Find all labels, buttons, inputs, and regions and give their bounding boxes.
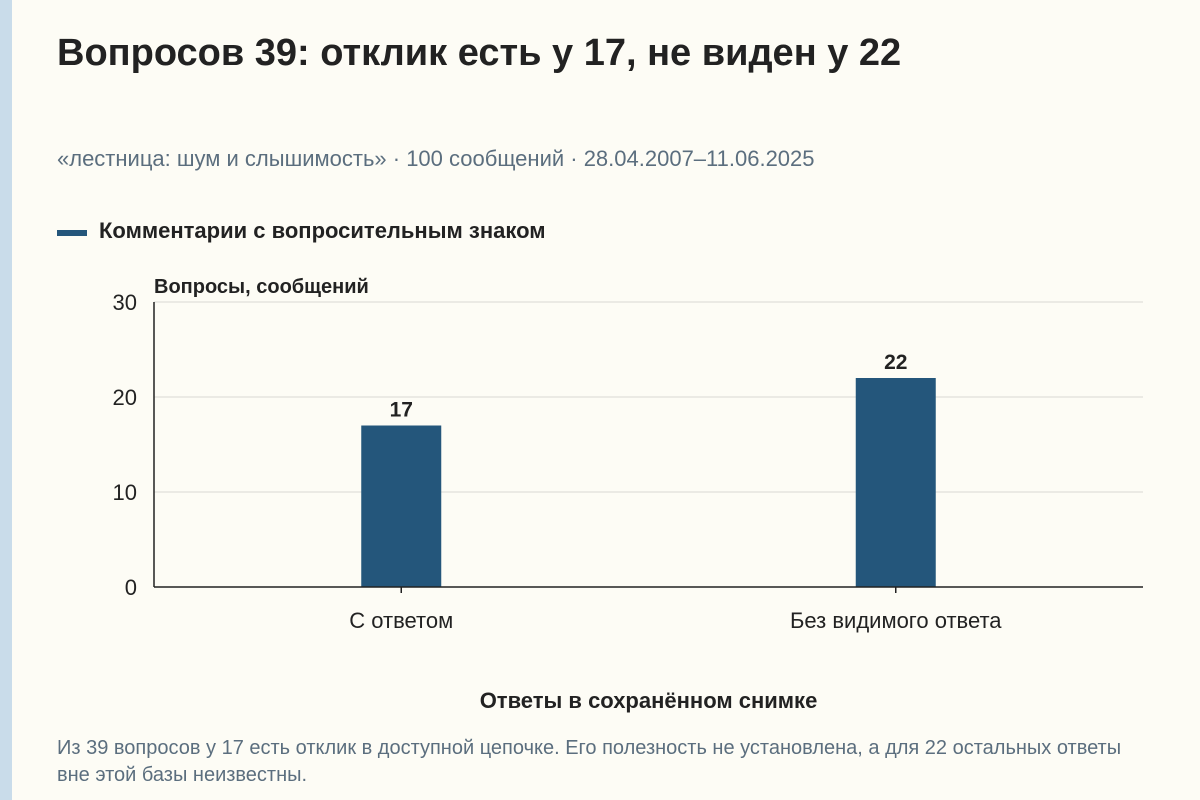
y-tick-label: 20 — [113, 385, 137, 410]
y-tick-label: 0 — [125, 575, 137, 600]
data-label: 22 — [884, 351, 907, 374]
bar — [361, 425, 442, 587]
x-tick-label: Без видимого ответа — [790, 608, 1002, 633]
bar — [855, 378, 936, 587]
x-tick-label: С ответом — [349, 608, 453, 633]
x-axis-title: Ответы в сохранённом снимке — [480, 688, 818, 713]
y-tick-label: 10 — [113, 480, 137, 505]
y-tick-label: 30 — [113, 290, 137, 315]
chart-subtitle: «лестница: шум и слышимость» · 100 сообщ… — [57, 146, 815, 171]
data-label: 17 — [390, 399, 413, 422]
left-accent-strip — [0, 0, 12, 800]
bar-chart: 0 10 20 30 Вопросы, сообщений 17 С ответом 22 Бе… — [113, 276, 1143, 713]
chart-title: Вопросов 39: отклик есть у 17, не виден … — [57, 32, 902, 74]
legend-swatch — [57, 230, 87, 236]
legend-label: Комментарии с вопросительным знаком — [99, 218, 546, 243]
chart-note: Из 39 вопросов у 17 есть отклик в доступ… — [57, 737, 1122, 786]
legend: Комментарии с вопросительным знаком — [57, 218, 546, 244]
y-axis-title: Вопросы, сообщений — [154, 276, 369, 298]
